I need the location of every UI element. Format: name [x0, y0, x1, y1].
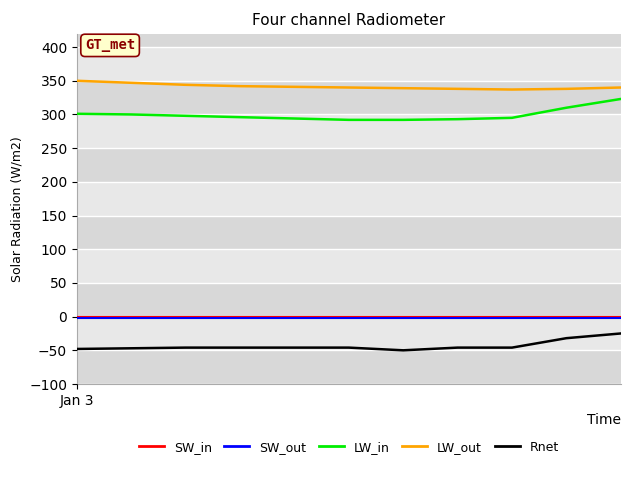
SW_in [563, 314, 570, 320]
SW_in [345, 314, 353, 320]
LW_out [127, 80, 135, 85]
Rnet [617, 331, 625, 336]
SW_out [617, 315, 625, 321]
Bar [77, 283, 621, 317]
SW_in [291, 314, 298, 320]
LW_out [399, 85, 407, 91]
Line: LW_out: LW_out [77, 81, 621, 90]
LW_out [617, 84, 625, 90]
SW_in [508, 314, 516, 320]
SW_in [182, 314, 189, 320]
LW_in [182, 113, 189, 119]
LW_out [563, 86, 570, 92]
Rnet [454, 345, 461, 350]
LW_in [127, 111, 135, 117]
SW_out [454, 315, 461, 321]
LW_out [236, 84, 244, 89]
LW_in [399, 117, 407, 123]
LW_in [508, 115, 516, 120]
Bar [77, 114, 621, 148]
SW_out [236, 315, 244, 321]
LW_in [236, 114, 244, 120]
Bar [77, 182, 621, 216]
Legend: SW_in, SW_out, LW_in, LW_out, Rnet: SW_in, SW_out, LW_in, LW_out, Rnet [134, 436, 564, 459]
Bar [77, 350, 621, 384]
LW_in [563, 105, 570, 110]
SW_in [236, 314, 244, 320]
SW_in [454, 314, 461, 320]
LW_out [345, 84, 353, 90]
LW_in [454, 116, 461, 122]
LW_in [73, 111, 81, 117]
SW_in [399, 314, 407, 320]
LW_out [182, 82, 189, 88]
LW_out [508, 87, 516, 93]
Line: Rnet: Rnet [77, 334, 621, 350]
Rnet [182, 345, 189, 350]
LW_out [73, 78, 81, 84]
Line: LW_in: LW_in [77, 99, 621, 120]
Bar [77, 34, 621, 47]
SW_out [508, 315, 516, 321]
Bar [77, 148, 621, 182]
Rnet [345, 345, 353, 350]
Bar [77, 216, 621, 249]
Rnet [291, 345, 298, 350]
LW_in [617, 96, 625, 102]
Bar [77, 47, 621, 81]
SW_out [127, 315, 135, 321]
Rnet [508, 345, 516, 350]
LW_out [454, 86, 461, 92]
Bar [77, 317, 621, 350]
Rnet [236, 345, 244, 350]
Title: Four channel Radiometer: Four channel Radiometer [252, 13, 445, 28]
Rnet [127, 346, 135, 351]
LW_out [291, 84, 298, 90]
SW_out [563, 315, 570, 321]
Rnet [399, 348, 407, 353]
SW_out [182, 315, 189, 321]
X-axis label: Time: Time [587, 413, 621, 427]
SW_out [291, 315, 298, 321]
Y-axis label: Solar Radiation (W/m2): Solar Radiation (W/m2) [10, 136, 24, 282]
SW_out [345, 315, 353, 321]
Text: GT_met: GT_met [85, 38, 135, 52]
SW_out [399, 315, 407, 321]
SW_in [73, 314, 81, 320]
Rnet [73, 346, 81, 352]
Rnet [563, 336, 570, 341]
SW_in [617, 314, 625, 320]
LW_in [345, 117, 353, 123]
Bar [77, 81, 621, 114]
SW_out [73, 315, 81, 321]
SW_in [127, 314, 135, 320]
Bar [77, 249, 621, 283]
LW_in [291, 116, 298, 121]
